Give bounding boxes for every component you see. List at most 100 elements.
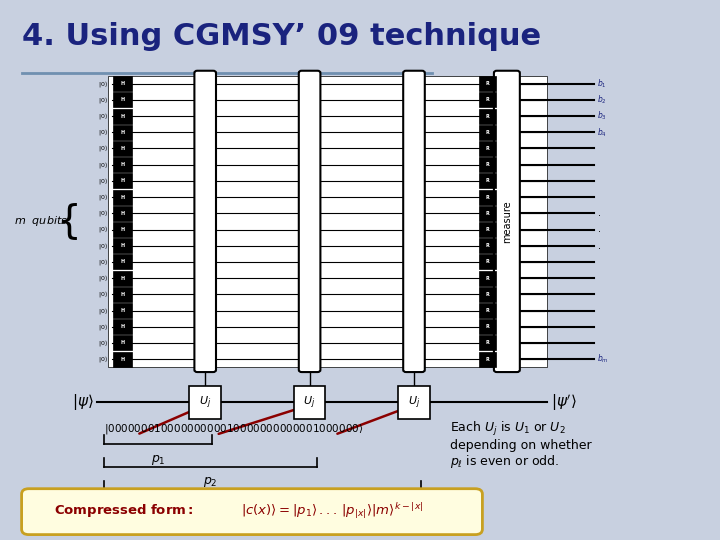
Text: $b_4$: $b_4$ xyxy=(597,126,607,139)
FancyBboxPatch shape xyxy=(479,271,496,286)
FancyBboxPatch shape xyxy=(113,125,132,140)
FancyBboxPatch shape xyxy=(113,271,132,286)
FancyBboxPatch shape xyxy=(113,173,132,188)
FancyBboxPatch shape xyxy=(479,141,496,156)
Text: R: R xyxy=(485,211,490,216)
Text: H: H xyxy=(121,162,125,167)
Text: $m$  qubits: $m$ qubits xyxy=(14,214,68,228)
Text: $|0\rangle$: $|0\rangle$ xyxy=(98,257,108,267)
Text: $|0\rangle$: $|0\rangle$ xyxy=(98,338,108,348)
FancyBboxPatch shape xyxy=(479,222,496,237)
Text: R: R xyxy=(485,324,490,329)
Text: $b_m$: $b_m$ xyxy=(597,353,608,366)
Text: R: R xyxy=(485,81,490,86)
Text: $U_j$: $U_j$ xyxy=(199,394,212,410)
Text: R: R xyxy=(485,178,490,184)
Text: R: R xyxy=(485,340,490,346)
Text: H: H xyxy=(121,81,125,86)
Text: H: H xyxy=(121,243,125,248)
Text: $|0\rangle$: $|0\rangle$ xyxy=(98,289,108,299)
FancyBboxPatch shape xyxy=(398,386,430,419)
Text: H: H xyxy=(121,275,125,281)
FancyBboxPatch shape xyxy=(113,109,132,124)
FancyBboxPatch shape xyxy=(113,190,132,205)
FancyBboxPatch shape xyxy=(299,71,320,372)
FancyBboxPatch shape xyxy=(113,222,132,237)
FancyBboxPatch shape xyxy=(479,335,496,350)
Text: H: H xyxy=(121,340,125,346)
Text: $U_j$: $U_j$ xyxy=(303,394,316,410)
Text: $|0\rangle$: $|0\rangle$ xyxy=(98,306,108,315)
Text: $p_3$: $p_3$ xyxy=(256,498,270,512)
FancyBboxPatch shape xyxy=(494,71,520,372)
Text: $|0\rangle$: $|0\rangle$ xyxy=(98,160,108,170)
FancyBboxPatch shape xyxy=(113,206,132,221)
FancyBboxPatch shape xyxy=(403,71,425,372)
Text: $|0\rangle$: $|0\rangle$ xyxy=(98,241,108,251)
Text: $|0\rangle$: $|0\rangle$ xyxy=(98,208,108,218)
FancyBboxPatch shape xyxy=(479,92,496,107)
FancyBboxPatch shape xyxy=(479,190,496,205)
Text: R: R xyxy=(485,292,490,297)
FancyBboxPatch shape xyxy=(108,76,547,367)
Text: .: . xyxy=(598,241,601,251)
FancyBboxPatch shape xyxy=(113,352,132,367)
FancyBboxPatch shape xyxy=(479,238,496,253)
Text: $\mathbf{Compressed\ form:}$: $\mathbf{Compressed\ form:}$ xyxy=(54,502,194,519)
Text: $|0\rangle$: $|0\rangle$ xyxy=(98,79,108,89)
FancyBboxPatch shape xyxy=(113,319,132,334)
FancyBboxPatch shape xyxy=(479,254,496,269)
FancyBboxPatch shape xyxy=(479,303,496,318)
Text: $|0\rangle$: $|0\rangle$ xyxy=(98,95,108,105)
Text: R: R xyxy=(485,275,490,281)
Text: H: H xyxy=(121,324,125,329)
FancyBboxPatch shape xyxy=(113,254,132,269)
Text: $|0\rangle$: $|0\rangle$ xyxy=(98,176,108,186)
Text: H: H xyxy=(121,292,125,297)
Text: $|0\rangle$: $|0\rangle$ xyxy=(98,273,108,283)
Text: $b_2$: $b_2$ xyxy=(597,93,607,106)
FancyBboxPatch shape xyxy=(479,206,496,221)
FancyBboxPatch shape xyxy=(479,287,496,302)
Text: $|0\rangle$: $|0\rangle$ xyxy=(98,354,108,364)
Text: R: R xyxy=(485,130,490,135)
Text: Each $U_j$ is $U_1$ or $U_2$: Each $U_j$ is $U_1$ or $U_2$ xyxy=(450,420,566,438)
FancyBboxPatch shape xyxy=(479,173,496,188)
Text: H: H xyxy=(121,227,125,232)
FancyBboxPatch shape xyxy=(479,125,496,140)
Text: $|0\rangle$: $|0\rangle$ xyxy=(98,144,108,153)
Text: $|0\rangle$: $|0\rangle$ xyxy=(98,192,108,202)
FancyBboxPatch shape xyxy=(479,319,496,334)
Text: $p_\ell$ is even or odd.: $p_\ell$ is even or odd. xyxy=(450,453,559,470)
FancyBboxPatch shape xyxy=(479,76,496,91)
Text: $|\psi\rangle$: $|\psi\rangle$ xyxy=(72,392,94,413)
FancyBboxPatch shape xyxy=(113,76,132,91)
FancyBboxPatch shape xyxy=(479,352,496,367)
Text: H: H xyxy=(121,194,125,200)
FancyBboxPatch shape xyxy=(113,335,132,350)
FancyBboxPatch shape xyxy=(22,489,482,535)
Text: H: H xyxy=(121,356,125,362)
Text: H: H xyxy=(121,146,125,151)
FancyBboxPatch shape xyxy=(113,287,132,302)
FancyBboxPatch shape xyxy=(189,386,221,419)
Text: R: R xyxy=(485,243,490,248)
Text: $|0\rangle$: $|0\rangle$ xyxy=(98,111,108,121)
Text: H: H xyxy=(121,259,125,265)
Text: $|00000001000000000010000000000001000000\rangle$: $|00000001000000000010000000000001000000… xyxy=(104,422,364,436)
FancyBboxPatch shape xyxy=(113,141,132,156)
Text: H: H xyxy=(121,130,125,135)
Text: R: R xyxy=(485,259,490,265)
Text: $|0\rangle$: $|0\rangle$ xyxy=(98,225,108,234)
Text: H: H xyxy=(121,308,125,313)
Text: H: H xyxy=(121,97,125,103)
Text: R: R xyxy=(485,227,490,232)
Text: H: H xyxy=(121,113,125,119)
FancyBboxPatch shape xyxy=(113,157,132,172)
Text: R: R xyxy=(485,113,490,119)
Text: H: H xyxy=(121,178,125,184)
FancyBboxPatch shape xyxy=(194,71,216,372)
Text: 4. Using CGMSY’ 09 technique: 4. Using CGMSY’ 09 technique xyxy=(22,22,541,51)
FancyBboxPatch shape xyxy=(479,109,496,124)
FancyBboxPatch shape xyxy=(479,157,496,172)
